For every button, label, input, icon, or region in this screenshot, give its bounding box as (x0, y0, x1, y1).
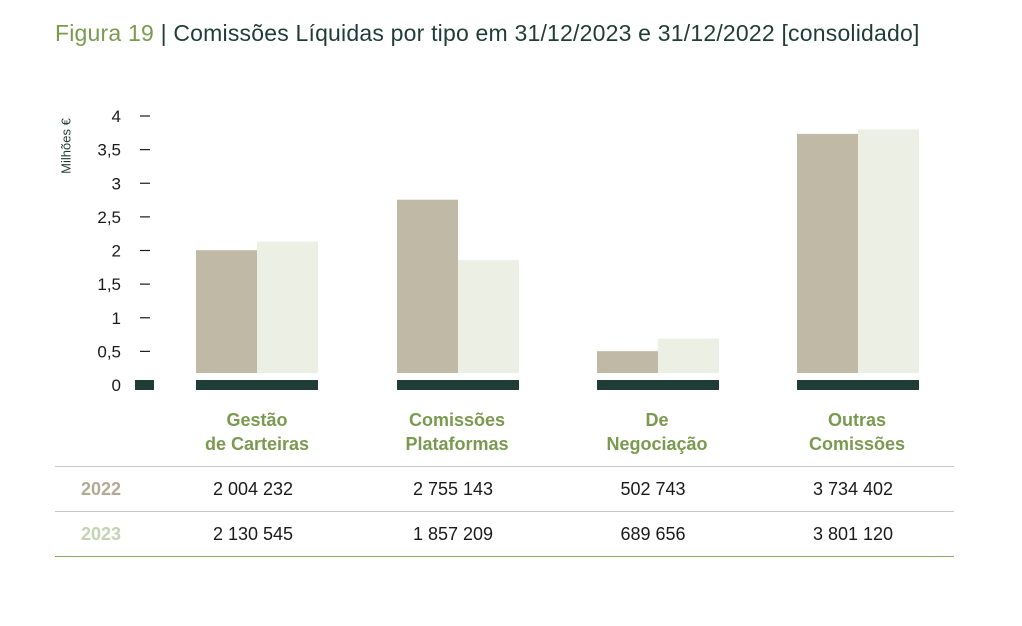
figure-number: Figura 19 (55, 20, 154, 46)
table-cell: 689 656 (620, 524, 686, 544)
zero-baseline-marker (135, 380, 154, 390)
category-label-negociacao: De Negociação (577, 408, 737, 456)
category-label-outras-comissoes: Outras Comissões (777, 408, 937, 456)
category-baseline-1 (397, 380, 519, 390)
chart-title: Figura 19 | Comissões Líquidas por tipo … (55, 20, 920, 47)
y-tick-label: 3,5 (97, 141, 121, 160)
table-row-2022: 2022 2 004 232 2 755 143 502 743 3 734 4… (55, 467, 954, 511)
y-tick-label: 0,5 (97, 342, 121, 361)
table-cell: 502 743 (620, 479, 686, 499)
table-row-divider (55, 511, 954, 512)
bar-2022-2 (597, 351, 658, 373)
category-label-line: Comissões (408, 410, 506, 430)
row-label-2023: 2023 (81, 524, 122, 544)
table-row-2023: 2023 2 130 545 1 857 209 689 656 3 801 1… (55, 512, 954, 556)
y-tick-label: 1 (112, 309, 121, 328)
row-label-2022: 2022 (81, 479, 122, 499)
table-top-divider (55, 466, 954, 467)
table-cell: 3 734 402 (812, 479, 894, 499)
category-baseline-3 (797, 380, 919, 390)
category-label-gestao: Gestão de Carteiras (177, 408, 337, 456)
table-bottom-divider (55, 556, 954, 557)
title-text: Comissões Líquidas por tipo em 31/12/202… (173, 20, 920, 46)
bar-2023-3 (858, 129, 919, 373)
bar-2023-0 (257, 241, 318, 373)
title-separator: | (160, 20, 167, 46)
bar-2022-1 (397, 199, 458, 373)
table-cell: 3 801 120 (812, 524, 894, 544)
category-baseline-0 (196, 380, 318, 390)
table-cell: 2 130 545 (212, 524, 294, 544)
category-label-comissoes-plataformas: Comissões Plataformas (377, 408, 537, 456)
category-label-line: Negociação (606, 434, 708, 454)
y-tick-label: 4 (112, 107, 121, 126)
category-label-line: de Carteiras (204, 434, 310, 454)
y-tick-label: 1,5 (97, 275, 121, 294)
category-label-line: De (645, 410, 669, 430)
bar-2022-0 (196, 250, 257, 373)
category-label-line: Plataformas (405, 434, 509, 454)
bar-2022-3 (797, 133, 858, 373)
table-cell: 2 755 143 (412, 479, 494, 499)
category-baseline-2 (597, 380, 719, 390)
table-cell: 2 004 232 (212, 479, 294, 499)
y-tick-label: 2,5 (97, 208, 121, 227)
category-label-line: Outras (827, 410, 887, 430)
y-tick-label: 2 (112, 242, 121, 261)
bar-2023-2 (658, 338, 719, 373)
category-label-line: Gestão (226, 410, 288, 430)
y-tick-label: 0 (112, 376, 121, 395)
bar-2023-1 (458, 260, 519, 373)
category-label-line: Comissões (808, 434, 906, 454)
y-tick-label: 3 (112, 174, 121, 193)
table-cell: 1 857 209 (412, 524, 494, 544)
